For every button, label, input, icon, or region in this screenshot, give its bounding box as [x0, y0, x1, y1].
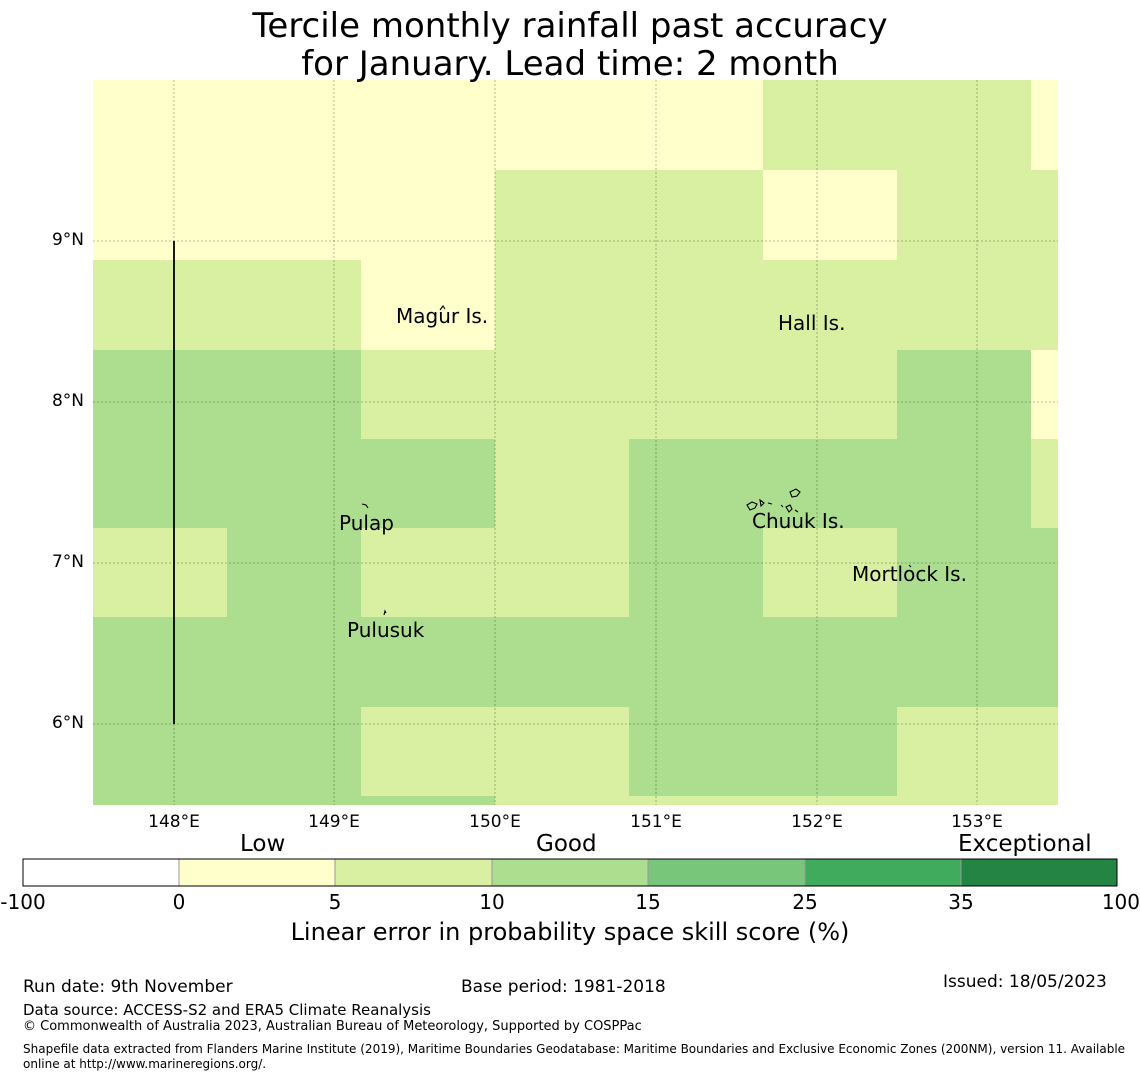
lat-label: 7°N	[51, 552, 84, 572]
category-label-exceptional: Exceptional	[958, 831, 1092, 857]
place-label-pulap: Pulap	[339, 511, 394, 535]
lon-label: 148°E	[148, 812, 200, 832]
colorbar-tick-label: 100	[1101, 890, 1140, 914]
colorbar-frame	[22, 858, 1118, 887]
place-label-mortlock: Mortlock Is.	[852, 562, 967, 586]
colorbar-dividers	[178, 859, 962, 886]
grid-cell	[1031, 80, 1058, 170]
place-label-chuuk: Chuuk Is.	[752, 509, 845, 533]
grid-cell	[93, 350, 361, 528]
lat-label: 8°N	[51, 391, 84, 411]
grid-cell	[361, 796, 495, 805]
grid-cell	[763, 170, 897, 260]
colorbar-tick-label: 25	[792, 890, 818, 914]
colorbar-segment	[492, 859, 648, 886]
lon-label: 152°E	[791, 812, 843, 832]
magur-island-shape	[439, 305, 446, 311]
grid-cell	[93, 528, 227, 617]
skill-grid	[93, 80, 1058, 805]
grid-cell	[897, 707, 1058, 805]
grid-cell	[93, 617, 1058, 707]
colorbar-segment	[805, 859, 961, 886]
grid-cell	[897, 170, 1058, 350]
colorbar-tick-label: 0	[172, 890, 186, 914]
run-date: Run date: 9th November	[23, 977, 233, 997]
grid-cell	[629, 439, 763, 617]
chart-title-line-1: Tercile monthly rainfall past accuracy	[252, 6, 888, 46]
colorbar-segment	[23, 859, 179, 886]
shapefile-credit-line-2: online at http://www.marineregions.org/.	[23, 1057, 267, 1071]
category-label-low: Low	[240, 831, 286, 857]
colorbar-tick-label: 15	[635, 890, 661, 914]
issued-date: Issued: 18/05/2023	[943, 972, 1107, 992]
colorbar	[22, 858, 1118, 887]
category-label-good: Good	[536, 831, 597, 857]
grid-cell	[361, 439, 495, 528]
grid-cell	[495, 439, 629, 617]
lon-label: 150°E	[469, 812, 521, 832]
mortlock-island-shape	[908, 564, 912, 568]
grid-cell	[1031, 528, 1058, 617]
colorbar-segment	[961, 859, 1117, 886]
grid-cell	[629, 707, 897, 796]
grid-cell	[495, 170, 763, 350]
grid-cell	[361, 350, 897, 439]
pulusuk-island-shape	[383, 609, 387, 616]
colorbar-tick-label: 10	[479, 890, 505, 914]
grid-cell	[763, 80, 1031, 170]
grid-cell	[227, 528, 361, 617]
grid-cell	[763, 439, 897, 528]
island-outlines	[361, 305, 912, 616]
colorbar-label: Linear error in probability space skill …	[290, 918, 850, 946]
grid-cell	[93, 260, 361, 350]
colorbar-tick-label: -100	[0, 890, 46, 914]
grid-cell	[93, 707, 361, 805]
colorbar-tick-label: 35	[948, 890, 974, 914]
chuuk-island-shapes	[746, 488, 801, 513]
lat-label: 9°N	[51, 230, 84, 250]
colorbar-tick-label: 5	[328, 890, 342, 914]
pulap-island-shape	[361, 503, 369, 509]
grid-cell	[361, 707, 629, 805]
chart-title-line-2: for January. Lead time: 2 month	[301, 44, 839, 84]
place-label-pulusuk: Pulusuk	[347, 618, 425, 642]
lon-label: 151°E	[630, 812, 682, 832]
grid-cell	[897, 350, 1031, 617]
colorbar-segment	[335, 859, 492, 886]
lon-label: 149°E	[308, 812, 360, 832]
lat-label: 6°N	[51, 713, 84, 733]
colorbar-segment	[179, 859, 335, 886]
place-label-magur: Magur Is.	[396, 304, 489, 328]
grid-cell	[763, 528, 897, 617]
place-label-hall: Hall Is.	[778, 311, 846, 335]
base-period: Base period: 1981-2018	[461, 977, 666, 997]
graticule	[93, 80, 1058, 805]
data-source: Data source: ACCESS-S2 and ERA5 Climate …	[23, 1001, 431, 1019]
grid-cell	[629, 796, 897, 805]
shapefile-credit-line-1: Shapefile data extracted from Flanders M…	[23, 1042, 1126, 1056]
grid-cell	[1031, 350, 1058, 439]
grid-cell	[763, 260, 897, 350]
colorbar-segment	[648, 859, 805, 886]
grid-cell	[361, 528, 495, 617]
lon-label: 153°E	[951, 812, 1003, 832]
copyright-notice: © Commonwealth of Australia 2023, Austra…	[23, 1019, 642, 1034]
grid-cell	[1031, 439, 1058, 528]
